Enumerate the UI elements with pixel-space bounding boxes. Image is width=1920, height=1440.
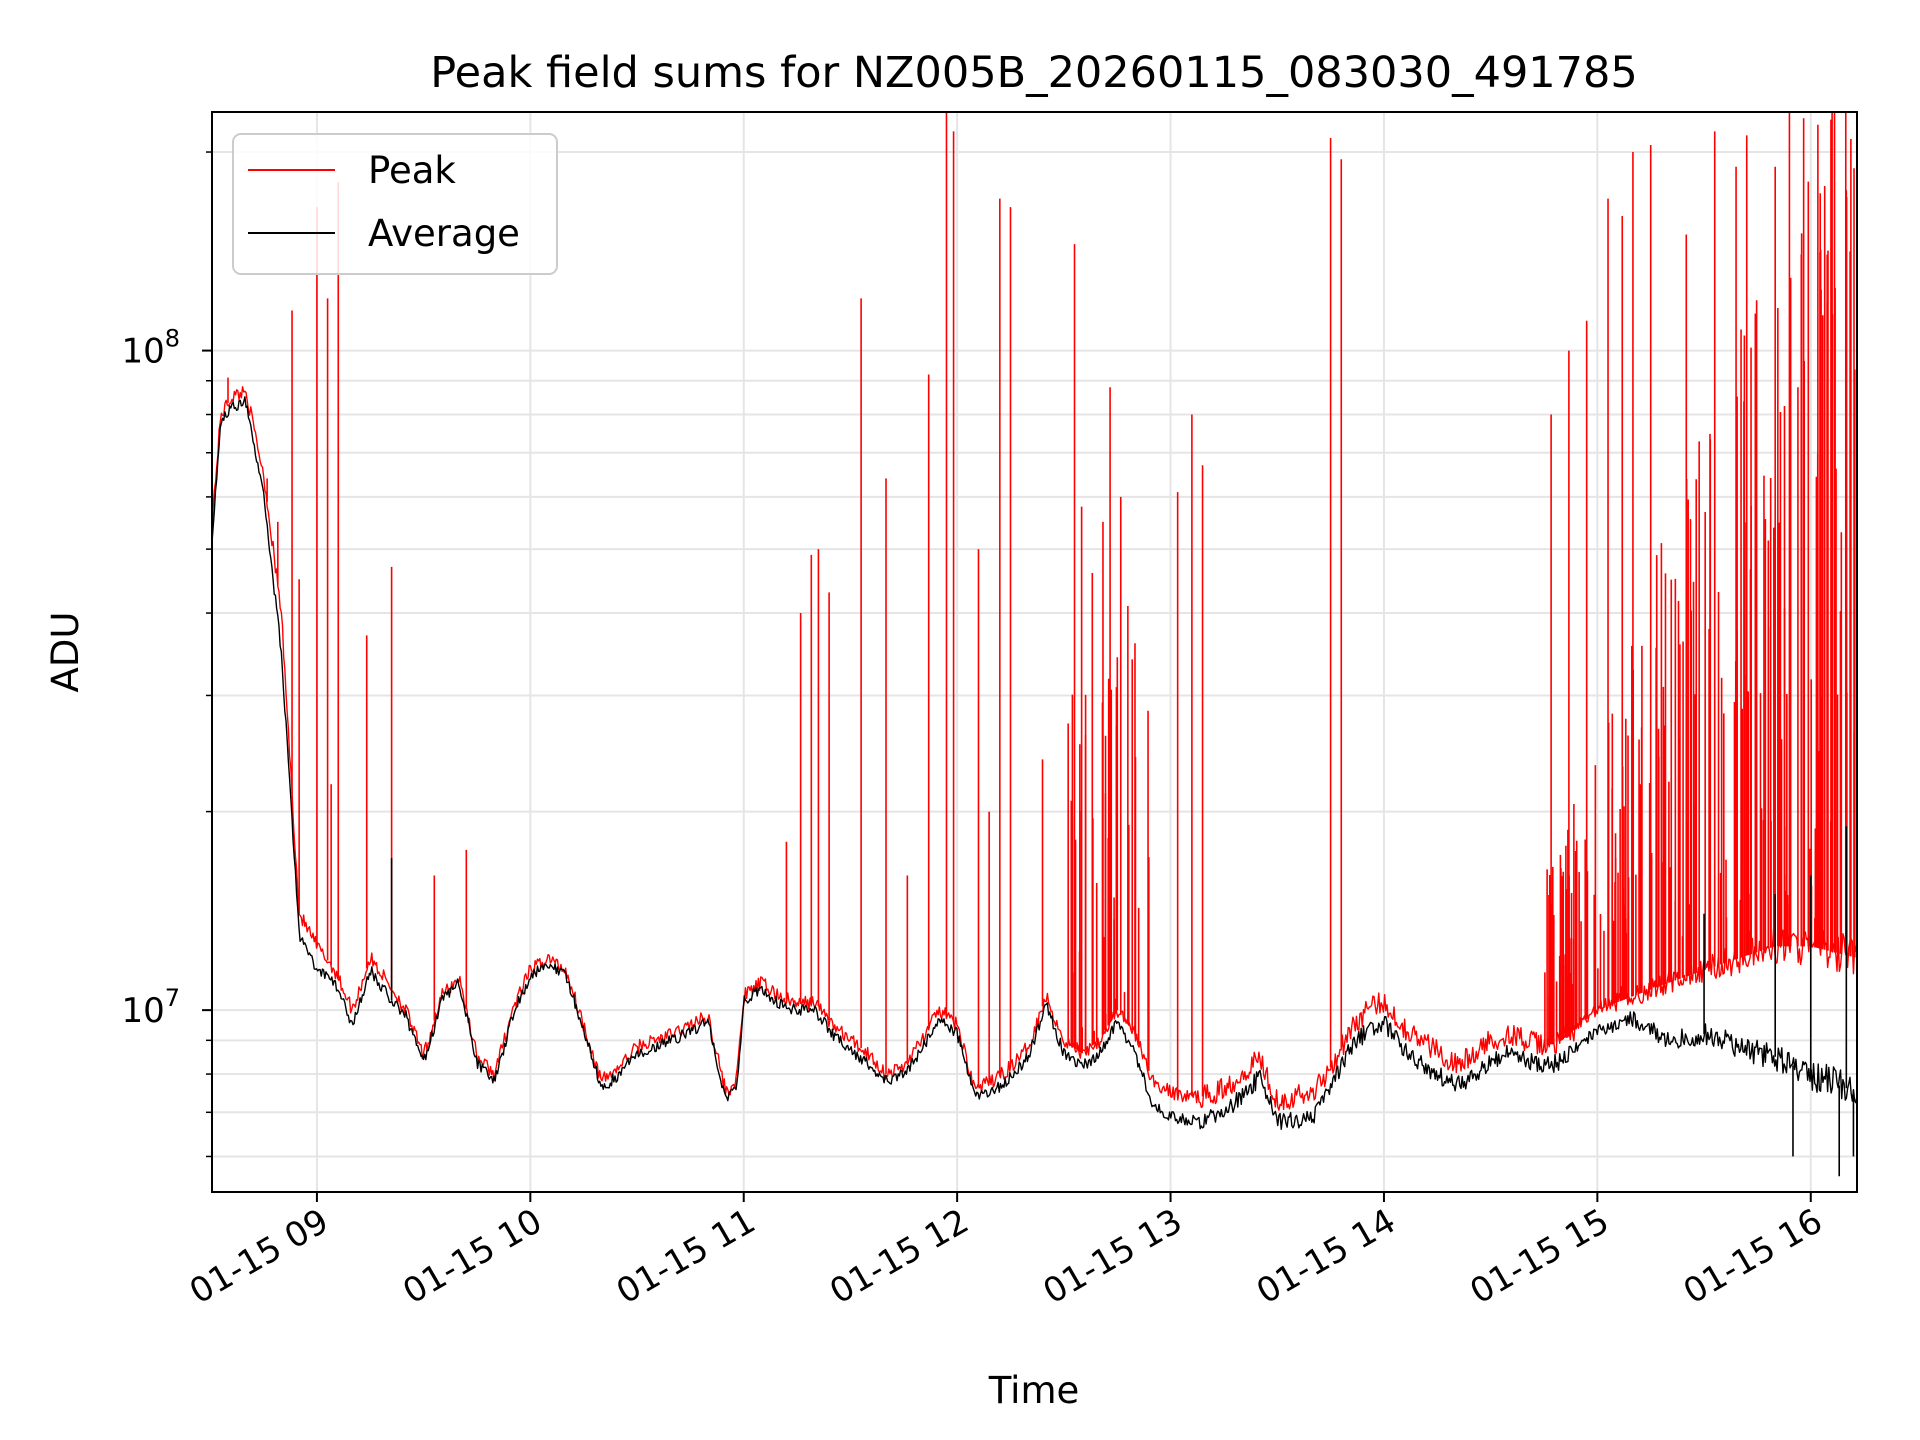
average-series-line: [212, 396, 1857, 1131]
x-tick-label: 01-15 10: [396, 1201, 548, 1312]
legend-peak-label: Peak: [368, 149, 456, 192]
x-tick-label: 01-15 15: [1463, 1201, 1615, 1312]
y-axis-label: ADU: [44, 612, 87, 693]
grid-lines: [212, 112, 1857, 1192]
x-tick-label: 01-15 16: [1677, 1201, 1829, 1312]
axes-frame: [211, 111, 1858, 1193]
peak-series-line: [212, 386, 1857, 1111]
plot-area: [212, 112, 1857, 1177]
axis-ticks: 01-15 09 01-15 10 01-15 11 01-15 12 01-15 13…: [121, 151, 1829, 1312]
legend-average-label: Average: [368, 212, 520, 255]
x-tick-label: 01-15 09: [183, 1201, 335, 1312]
x-tick-label: 01-15 13: [1037, 1201, 1189, 1312]
x-tick-label: 01-15 11: [610, 1201, 762, 1312]
y-tick-label: 108: [121, 325, 180, 372]
x-axis-label: Time: [988, 1369, 1080, 1412]
x-tick-label: 01-15 14: [1250, 1201, 1402, 1312]
x-tick-label: 01-15 12: [823, 1201, 975, 1312]
legend: Peak Average: [232, 133, 558, 275]
y-tick-label: 107: [121, 984, 180, 1031]
chart-title: Peak field sums for NZ005B_20260115_0830…: [430, 48, 1638, 98]
